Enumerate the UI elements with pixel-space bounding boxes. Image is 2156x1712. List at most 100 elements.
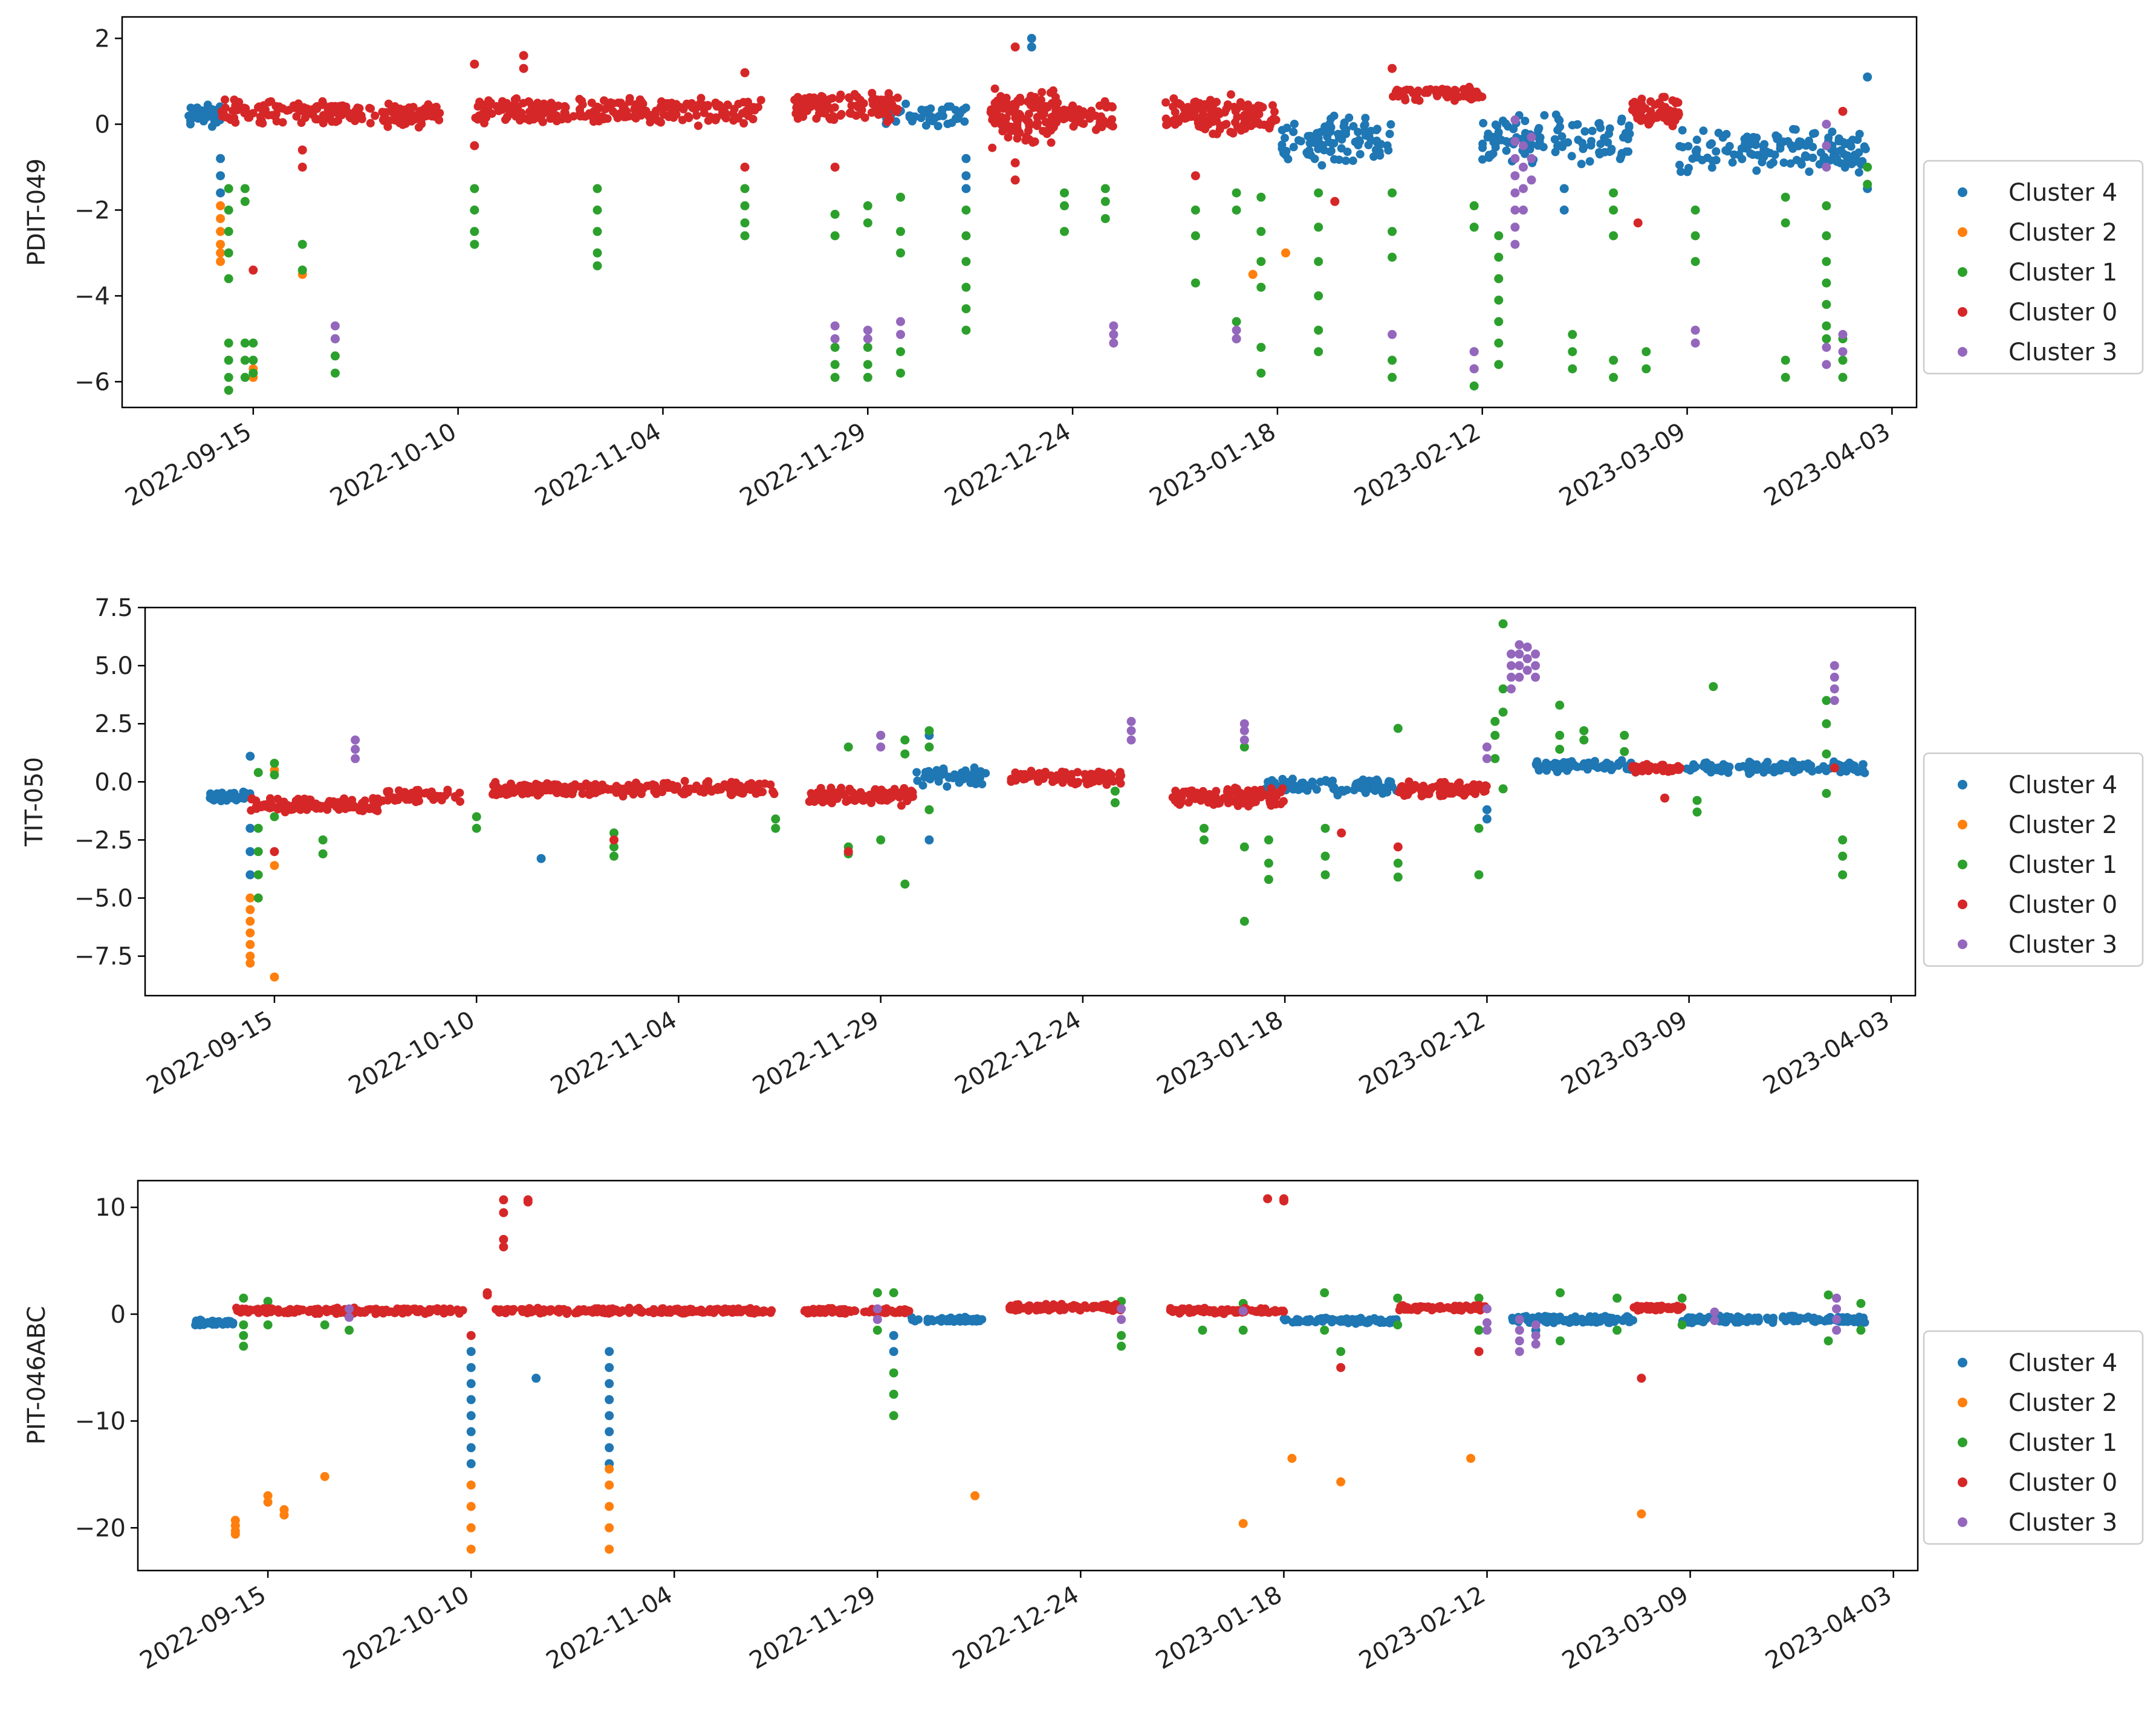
data-point — [1238, 1519, 1248, 1528]
data-point — [1860, 1318, 1869, 1327]
data-point — [648, 113, 657, 122]
data-point — [973, 774, 982, 783]
data-point — [1490, 716, 1500, 726]
data-point — [1637, 94, 1646, 103]
data-point — [1126, 735, 1136, 745]
data-point — [1628, 99, 1637, 108]
data-point — [1531, 1331, 1541, 1340]
data-point — [1450, 1306, 1459, 1315]
data-point — [1822, 201, 1831, 210]
data-point — [1349, 122, 1358, 131]
legend-label: Cluster 3 — [2008, 1509, 2117, 1537]
data-point — [848, 788, 857, 797]
data-point — [1117, 1341, 1126, 1351]
data-point — [1328, 776, 1337, 785]
data-point — [1482, 742, 1492, 752]
data-point — [1822, 257, 1831, 267]
data-point — [961, 184, 971, 193]
data-point — [1046, 88, 1055, 97]
data-point — [330, 334, 340, 343]
data-point — [536, 114, 545, 123]
data-point — [1200, 823, 1209, 833]
data-point — [501, 115, 510, 124]
y-tick-label: 0.0 — [94, 768, 133, 796]
data-point — [943, 782, 952, 791]
data-point — [742, 783, 752, 793]
data-point — [1609, 188, 1619, 198]
data-point — [1126, 716, 1136, 726]
data-point — [1471, 790, 1479, 799]
data-point — [1232, 317, 1241, 326]
data-point — [270, 972, 279, 982]
data-point — [1850, 157, 1859, 166]
data-point — [550, 102, 559, 111]
data-point — [598, 780, 607, 790]
data-point — [1556, 122, 1565, 131]
data-point — [830, 360, 840, 369]
data-point — [1271, 1306, 1279, 1315]
data-point — [270, 812, 279, 822]
data-point — [1036, 105, 1045, 114]
data-point — [960, 117, 969, 126]
data-point — [886, 788, 895, 797]
data-point — [1256, 343, 1266, 352]
data-point — [1242, 110, 1251, 119]
data-point — [1625, 123, 1634, 132]
data-point — [1833, 154, 1842, 163]
data-point — [889, 1288, 898, 1297]
data-point — [1320, 1325, 1330, 1335]
data-point — [226, 1317, 235, 1326]
data-point — [466, 1363, 476, 1372]
legend-marker — [1958, 1398, 1967, 1407]
data-points — [184, 34, 1872, 395]
data-point — [951, 1315, 960, 1324]
data-point — [285, 1308, 294, 1317]
data-point — [1190, 171, 1200, 181]
series-cluster-3 — [330, 115, 1848, 374]
data-point — [1808, 154, 1817, 162]
data-point — [800, 1307, 809, 1316]
data-point — [1521, 117, 1530, 125]
data-point — [1057, 767, 1067, 776]
data-point — [1229, 129, 1238, 138]
data-point — [1258, 1305, 1267, 1314]
data-point — [245, 847, 255, 857]
data-point — [622, 112, 631, 122]
data-point — [1633, 218, 1643, 228]
data-point — [830, 231, 840, 241]
data-point — [1356, 150, 1365, 159]
data-point — [491, 777, 500, 786]
data-point — [1222, 1306, 1232, 1315]
data-point — [1279, 797, 1288, 806]
data-point — [1161, 114, 1171, 123]
data-point — [1630, 762, 1638, 771]
data-point — [663, 779, 672, 788]
data-point — [952, 114, 961, 123]
data-point — [1820, 152, 1829, 161]
data-point — [589, 107, 599, 116]
data-point — [1843, 760, 1852, 769]
data-point — [433, 1307, 442, 1316]
data-point — [1822, 278, 1831, 288]
legend-marker — [1958, 1438, 1967, 1447]
data-point — [1760, 151, 1769, 159]
data-point — [1088, 1303, 1097, 1312]
data-point — [1384, 146, 1393, 155]
series-cluster-1 — [224, 163, 1872, 395]
data-point — [245, 823, 255, 833]
data-point — [1107, 121, 1116, 130]
data-point — [1699, 126, 1708, 135]
data-point — [747, 1308, 756, 1317]
data-point — [1360, 779, 1369, 788]
data-point — [1510, 115, 1520, 125]
data-point — [230, 96, 239, 104]
data-point — [556, 785, 565, 794]
y-tick-label: −4 — [74, 282, 110, 310]
legend-label: Cluster 2 — [2008, 1389, 2117, 1417]
data-point — [294, 794, 303, 803]
data-point — [1478, 155, 1487, 164]
data-point — [1028, 97, 1037, 106]
data-point — [253, 847, 263, 857]
data-point — [863, 360, 872, 369]
data-point — [886, 1306, 895, 1315]
